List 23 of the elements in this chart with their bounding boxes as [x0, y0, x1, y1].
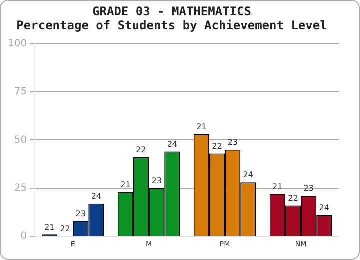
text: 23: [228, 138, 238, 147]
series-label: 21: [44, 222, 55, 232]
text: 23: [152, 176, 162, 186]
y-tick-label: 100: [8, 38, 28, 50]
text: 21: [272, 182, 283, 192]
text: 21: [120, 180, 131, 190]
text: 22: [136, 146, 146, 155]
text: 24: [91, 192, 102, 201]
series-label: 24: [319, 203, 330, 212]
y-tick-label: 25: [14, 182, 28, 194]
chart-subtitle: Percentage of Students by Achievement Level: [16, 18, 328, 33]
text: 23: [304, 184, 314, 194]
text: 22: [288, 194, 298, 203]
y-tick-label: 50: [14, 134, 28, 146]
y-tick-label: 0: [20, 231, 28, 242]
text: 24: [167, 140, 178, 149]
series-label: 22: [212, 142, 222, 151]
chart-title: GRADE 03 - MATHEMATICS: [92, 4, 252, 18]
text: 21: [196, 122, 207, 132]
text: 22: [60, 224, 70, 234]
y-tick-label: 75: [14, 86, 28, 98]
text: 24: [243, 170, 254, 180]
series-label: 23: [76, 209, 86, 218]
